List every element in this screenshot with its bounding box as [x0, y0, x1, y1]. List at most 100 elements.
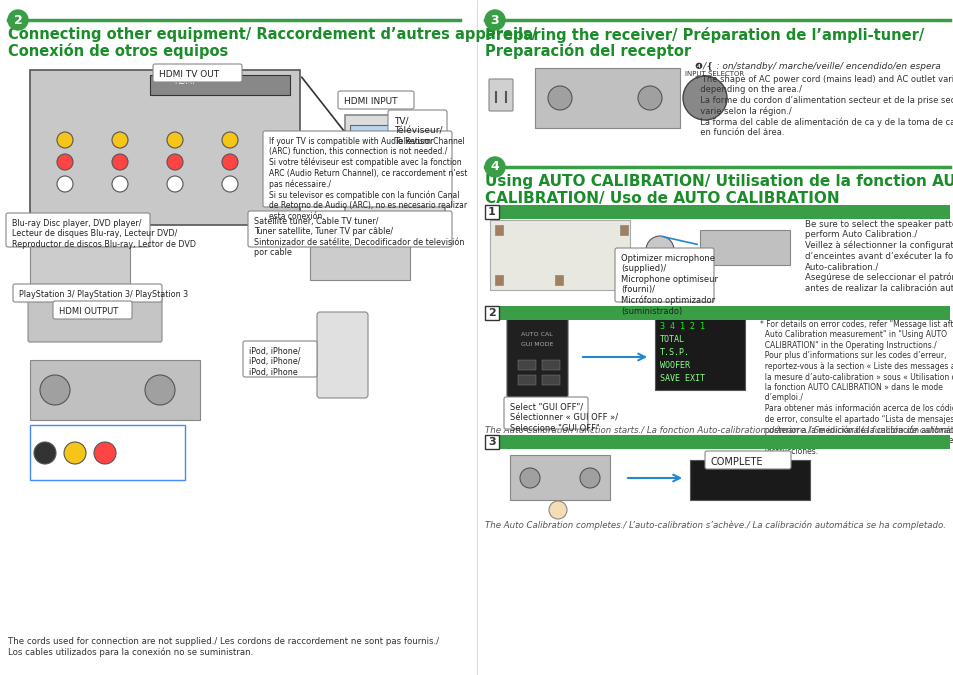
Circle shape: [57, 176, 73, 192]
Text: 3: 3: [490, 14, 498, 26]
Circle shape: [40, 375, 70, 405]
FancyBboxPatch shape: [619, 225, 627, 235]
FancyBboxPatch shape: [150, 75, 290, 95]
Text: ❹/❴ : on/standby/ marche/veille/ encendido/en espera: ❹/❴ : on/standby/ marche/veille/ encendi…: [695, 62, 940, 71]
Circle shape: [57, 132, 73, 148]
FancyBboxPatch shape: [152, 64, 242, 82]
FancyBboxPatch shape: [510, 455, 609, 500]
Circle shape: [167, 132, 183, 148]
FancyBboxPatch shape: [345, 115, 444, 215]
FancyBboxPatch shape: [316, 312, 368, 398]
FancyBboxPatch shape: [535, 68, 679, 128]
FancyBboxPatch shape: [484, 205, 498, 219]
FancyBboxPatch shape: [541, 360, 559, 370]
Text: SAVE EXIT: SAVE EXIT: [659, 374, 704, 383]
Text: TV/
Téléviseur/
Televisor: TV/ Téléviseur/ Televisor: [394, 116, 442, 146]
Circle shape: [222, 132, 237, 148]
FancyBboxPatch shape: [490, 220, 629, 290]
FancyBboxPatch shape: [655, 315, 744, 390]
FancyBboxPatch shape: [248, 211, 452, 247]
Text: If your TV is compatible with Audio Return Channel
(ARC) function, this connecti: If your TV is compatible with Audio Retu…: [269, 137, 467, 221]
Circle shape: [112, 176, 128, 192]
Text: Preparing the receiver/ Préparation de l’ampli-tuner/: Preparing the receiver/ Préparation de l…: [484, 27, 923, 43]
FancyBboxPatch shape: [541, 375, 559, 385]
Circle shape: [94, 442, 116, 464]
Text: iPod, iPhone/
iPod, iPhone/
iPod, iPhone: iPod, iPhone/ iPod, iPhone/ iPod, iPhone: [249, 347, 300, 377]
Text: AUTO CAL: AUTO CAL: [520, 333, 553, 338]
FancyBboxPatch shape: [484, 205, 949, 219]
FancyBboxPatch shape: [30, 70, 299, 225]
FancyBboxPatch shape: [484, 435, 498, 449]
Text: The Auto Calibration function starts./ La fonction Auto-calibration démarre./ Se: The Auto Calibration function starts./ L…: [484, 427, 953, 436]
FancyBboxPatch shape: [484, 306, 498, 320]
Circle shape: [484, 157, 504, 177]
Circle shape: [34, 442, 56, 464]
Text: HDMI: HDMI: [174, 77, 195, 86]
FancyBboxPatch shape: [689, 460, 809, 500]
Text: 3: 3: [488, 437, 496, 447]
Text: T.S.P.: T.S.P.: [659, 348, 689, 357]
FancyBboxPatch shape: [30, 360, 200, 420]
Text: WOOFER: WOOFER: [659, 361, 689, 370]
Text: Preparación del receptor: Preparación del receptor: [484, 43, 690, 59]
FancyBboxPatch shape: [53, 301, 132, 319]
Text: 4: 4: [490, 161, 498, 173]
Circle shape: [682, 76, 726, 120]
FancyBboxPatch shape: [388, 110, 447, 142]
FancyBboxPatch shape: [30, 425, 185, 480]
Text: Be sure to select the speaker pattern before you
perform Auto Calibration./
Veil: Be sure to select the speaker pattern be…: [804, 220, 953, 292]
Text: HDMI OUTPUT: HDMI OUTPUT: [59, 307, 118, 316]
Circle shape: [222, 154, 237, 170]
FancyBboxPatch shape: [6, 213, 150, 247]
Text: The cords used for connection are not supplied./ Les cordons de raccordement ne : The cords used for connection are not su…: [8, 637, 438, 657]
Circle shape: [57, 154, 73, 170]
FancyBboxPatch shape: [555, 275, 562, 285]
Circle shape: [579, 468, 599, 488]
Circle shape: [519, 468, 539, 488]
Text: HDMI INPUT: HDMI INPUT: [344, 97, 397, 106]
FancyBboxPatch shape: [700, 230, 789, 265]
Text: 2: 2: [13, 14, 22, 26]
Circle shape: [167, 176, 183, 192]
FancyBboxPatch shape: [263, 131, 452, 207]
Text: The Auto Calibration completes./ L’auto-calibration s’achève./ La calibración au: The Auto Calibration completes./ L’auto-…: [484, 520, 945, 529]
Text: Blu-ray Disc player, DVD player/
Lecteur de disques Blu-ray, Lecteur DVD/
Reprod: Blu-ray Disc player, DVD player/ Lecteur…: [12, 219, 195, 249]
Circle shape: [145, 375, 174, 405]
Circle shape: [638, 86, 661, 110]
Text: Select "GUI OFF"/
Sélectionner « GUI OFF »/
Seleccione "GUI OFF": Select "GUI OFF"/ Sélectionner « GUI OFF…: [510, 403, 618, 433]
Text: COMPLETE: COMPLETE: [710, 457, 762, 467]
FancyBboxPatch shape: [503, 397, 587, 429]
Text: 1: 1: [488, 207, 496, 217]
Text: Optimizer microphone
(supplied)/
Microphone optimiseur
(fourni)/
Micrófono optim: Optimizer microphone (supplied)/ Microph…: [620, 254, 718, 316]
Circle shape: [112, 132, 128, 148]
Circle shape: [8, 10, 28, 30]
FancyBboxPatch shape: [243, 341, 316, 377]
Text: 2: 2: [488, 308, 496, 318]
Text: HDMI TV OUT: HDMI TV OUT: [159, 70, 219, 79]
FancyBboxPatch shape: [619, 275, 627, 285]
FancyBboxPatch shape: [28, 293, 162, 342]
Circle shape: [112, 154, 128, 170]
Circle shape: [484, 10, 504, 30]
FancyBboxPatch shape: [495, 225, 502, 235]
FancyBboxPatch shape: [13, 284, 162, 302]
Text: * For details on error codes, refer "Message list after
  Auto Calibration measu: * For details on error codes, refer "Mes…: [760, 320, 953, 456]
FancyBboxPatch shape: [484, 306, 949, 320]
FancyBboxPatch shape: [30, 235, 130, 285]
FancyBboxPatch shape: [615, 248, 713, 302]
FancyBboxPatch shape: [350, 125, 439, 200]
Circle shape: [64, 442, 86, 464]
FancyBboxPatch shape: [310, 230, 410, 280]
Text: PlayStation 3/ PlayStation 3/ PlayStation 3: PlayStation 3/ PlayStation 3/ PlayStatio…: [19, 290, 188, 299]
FancyBboxPatch shape: [517, 360, 536, 370]
FancyBboxPatch shape: [484, 435, 949, 449]
Circle shape: [222, 176, 237, 192]
Text: INPUT SELECTOR: INPUT SELECTOR: [684, 71, 743, 77]
Circle shape: [548, 501, 566, 519]
Text: CALIBRATION/ Uso de AUTO CALIBRATION: CALIBRATION/ Uso de AUTO CALIBRATION: [484, 191, 839, 206]
FancyBboxPatch shape: [506, 317, 567, 398]
FancyBboxPatch shape: [704, 451, 790, 469]
Text: Conexión de otros equipos: Conexión de otros equipos: [8, 43, 228, 59]
Text: Connecting other equipment/ Raccordement d’autres appareils/: Connecting other equipment/ Raccordement…: [8, 27, 537, 42]
Circle shape: [167, 154, 183, 170]
